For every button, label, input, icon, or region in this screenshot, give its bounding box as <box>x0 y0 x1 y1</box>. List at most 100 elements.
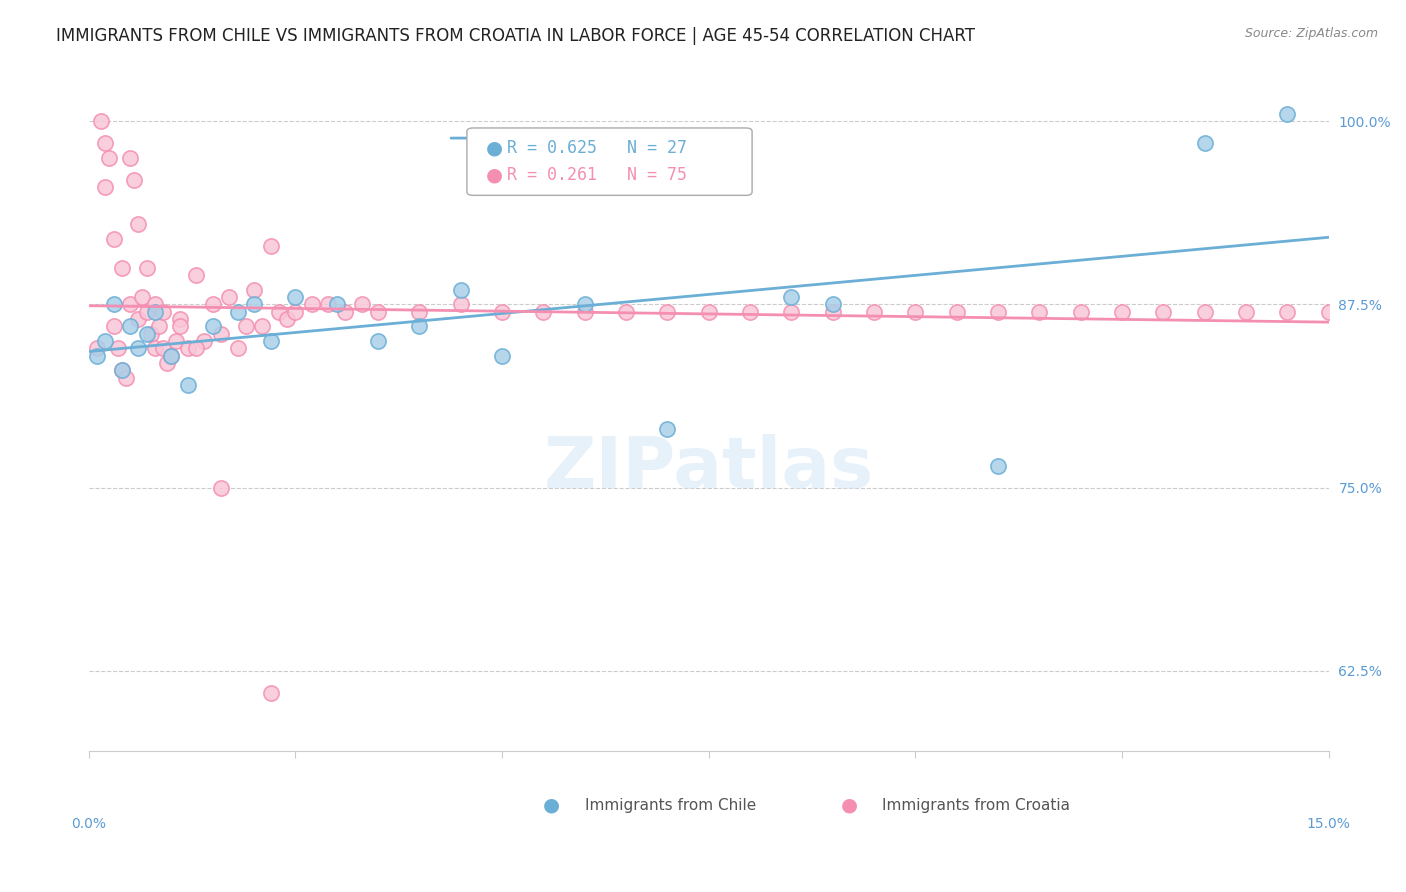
Point <box>1277 107 1299 121</box>
Point <box>367 334 389 348</box>
Point <box>201 319 224 334</box>
Point <box>1194 136 1216 151</box>
Text: Source: ZipAtlas.com: Source: ZipAtlas.com <box>1244 27 1378 40</box>
Point <box>156 356 179 370</box>
Point <box>186 342 208 356</box>
Point <box>122 173 145 187</box>
Point <box>169 319 191 334</box>
Point <box>143 297 166 311</box>
Point <box>531 305 554 319</box>
Point <box>574 305 596 319</box>
Point <box>209 326 232 341</box>
Text: IMMIGRANTS FROM CHILE VS IMMIGRANTS FROM CROATIA IN LABOR FORCE | AGE 45-54 CORR: IMMIGRANTS FROM CHILE VS IMMIGRANTS FROM… <box>56 27 976 45</box>
Point <box>574 297 596 311</box>
Point <box>821 305 844 319</box>
Point <box>90 114 112 128</box>
Point <box>120 319 142 334</box>
Point <box>333 305 356 319</box>
Point <box>127 217 149 231</box>
Point <box>1028 305 1050 319</box>
Point <box>218 290 240 304</box>
Point <box>408 305 430 319</box>
Point <box>301 297 323 311</box>
Point <box>98 151 121 165</box>
Text: ●: ● <box>841 796 858 814</box>
Point <box>1070 305 1092 319</box>
FancyBboxPatch shape <box>467 128 752 195</box>
Point <box>152 305 174 319</box>
Point <box>115 370 138 384</box>
Point <box>325 297 347 311</box>
Point <box>135 260 157 275</box>
Point <box>86 342 108 356</box>
Point <box>614 305 637 319</box>
Point <box>284 305 307 319</box>
Point <box>177 378 200 392</box>
Point <box>143 305 166 319</box>
Text: ●: ● <box>485 166 502 185</box>
Point <box>904 305 927 319</box>
Point <box>135 305 157 319</box>
Point <box>987 458 1010 473</box>
Point <box>491 349 513 363</box>
Point <box>165 334 187 348</box>
Point <box>131 290 153 304</box>
Point <box>863 305 886 319</box>
Point <box>1194 305 1216 319</box>
Point <box>86 349 108 363</box>
Text: Immigrants from Chile: Immigrants from Chile <box>585 797 756 813</box>
Text: Immigrants from Croatia: Immigrants from Croatia <box>883 797 1070 813</box>
Point <box>243 297 266 311</box>
Text: 0.0%: 0.0% <box>72 817 107 831</box>
Text: ZIPatlas: ZIPatlas <box>544 434 873 503</box>
Point <box>780 290 803 304</box>
Point <box>201 297 224 311</box>
Point <box>821 297 844 311</box>
Point <box>738 305 761 319</box>
Point <box>226 342 249 356</box>
Point <box>987 305 1010 319</box>
Point <box>111 363 134 377</box>
Point <box>450 297 472 311</box>
Point <box>107 342 129 356</box>
Point <box>186 268 208 282</box>
Point <box>276 312 298 326</box>
Point <box>1234 305 1257 319</box>
Point <box>1152 305 1174 319</box>
Text: 15.0%: 15.0% <box>1306 817 1351 831</box>
Point <box>267 305 290 319</box>
Text: ●: ● <box>485 138 502 158</box>
Point <box>111 260 134 275</box>
Point <box>209 481 232 495</box>
Point <box>243 283 266 297</box>
Point <box>1111 305 1133 319</box>
Point <box>252 319 274 334</box>
Point <box>103 231 125 245</box>
Point <box>350 297 373 311</box>
Point <box>169 312 191 326</box>
Point <box>103 297 125 311</box>
Point <box>657 422 679 436</box>
Point <box>94 180 117 194</box>
Point <box>1277 305 1299 319</box>
Point <box>450 283 472 297</box>
Point <box>408 319 430 334</box>
Point <box>94 334 117 348</box>
Point <box>780 305 803 319</box>
Point <box>226 305 249 319</box>
Point <box>259 334 281 348</box>
Point <box>143 342 166 356</box>
Point <box>139 326 162 341</box>
Point <box>259 239 281 253</box>
Text: R = 0.261   N = 75: R = 0.261 N = 75 <box>506 166 686 184</box>
Point <box>120 297 142 311</box>
Point <box>127 342 149 356</box>
Point <box>1317 305 1340 319</box>
Point <box>111 363 134 377</box>
Point <box>127 312 149 326</box>
Point <box>160 349 183 363</box>
Point <box>148 319 170 334</box>
Point <box>103 319 125 334</box>
Point <box>697 305 720 319</box>
Point <box>94 136 117 151</box>
